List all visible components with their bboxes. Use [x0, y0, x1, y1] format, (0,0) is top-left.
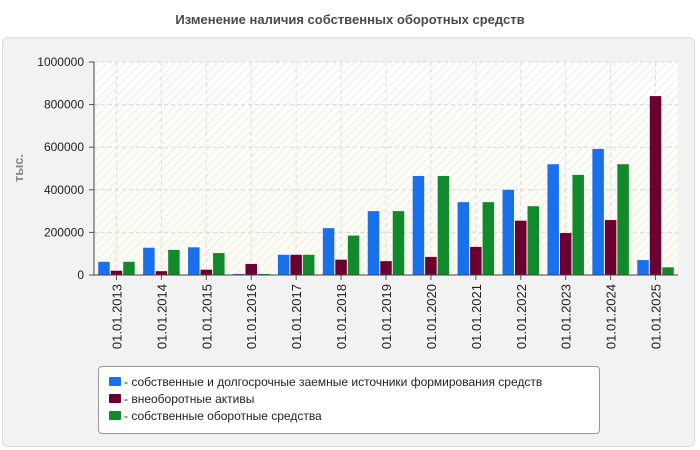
bar[interactable]	[392, 211, 405, 275]
x-tick-label: 01.01.2021	[469, 284, 484, 349]
bar[interactable]	[527, 206, 540, 275]
y-tick-label: 400000	[44, 183, 84, 197]
bar[interactable]	[155, 271, 168, 275]
bar[interactable]	[617, 164, 629, 275]
x-tick-label: 01.01.2015	[199, 284, 214, 349]
x-tick-label: 01.01.2025	[649, 284, 664, 349]
y-tick-label: 800000	[44, 98, 84, 112]
x-tick-label: 01.01.2014	[154, 284, 169, 349]
y-axis-label: тыс.	[11, 154, 26, 182]
bar[interactable]	[335, 259, 347, 275]
x-tick-label: 01.01.2016	[244, 284, 259, 349]
x-tick-labels: 01.01.2013 01.01.2014 01.01.2015 01.01.2016…	[109, 284, 663, 349]
legend-label: - собственные оборотные средства	[124, 408, 322, 423]
x-tick-label: 01.01.2023	[559, 284, 574, 349]
x-tick-label: 01.01.2017	[289, 284, 304, 349]
bar[interactable]	[347, 235, 360, 275]
bar[interactable]	[572, 174, 584, 275]
legend-swatch-icon	[109, 394, 121, 403]
x-tick-label: 01.01.2022	[514, 284, 529, 349]
x-tick-label: 01.01.2020	[424, 284, 439, 349]
bar[interactable]	[437, 175, 450, 275]
legend: - собственные и долгосрочные заемные ист…	[98, 366, 600, 434]
chart-title: Изменение наличия собственных оборотных …	[175, 12, 525, 27]
bar[interactable]	[290, 254, 302, 275]
x-tick-label: 01.01.2019	[379, 284, 394, 349]
y-tick-label: 600000	[44, 140, 84, 154]
bar[interactable]	[232, 273, 245, 275]
bar[interactable]	[592, 148, 604, 275]
x-tick-label: 01.01.2018	[334, 284, 349, 349]
bar[interactable]	[200, 269, 213, 275]
bar[interactable]	[277, 254, 290, 275]
bar[interactable]	[412, 175, 425, 275]
x-tick-label: 01.01.2013	[109, 284, 124, 349]
bar[interactable]	[168, 249, 180, 275]
bar[interactable]	[547, 164, 559, 275]
legend-label: - внеоборотные активы	[124, 391, 255, 406]
bar[interactable]	[245, 263, 257, 275]
legend-swatch-icon	[109, 411, 121, 420]
bar[interactable]	[98, 261, 110, 275]
bar[interactable]	[110, 270, 123, 275]
legend-swatch-icon	[109, 377, 121, 386]
bar[interactable]	[457, 202, 470, 275]
bar[interactable]	[380, 261, 392, 275]
bar[interactable]	[123, 261, 135, 275]
bar[interactable]	[604, 220, 617, 275]
y-tick-labels: 0 200000 400000 600000 800000 1000000	[37, 55, 84, 282]
bar[interactable]	[213, 253, 225, 275]
bar[interactable]	[482, 202, 495, 275]
bar[interactable]	[559, 233, 572, 275]
y-tick-label: 1000000	[37, 55, 84, 69]
legend-item[interactable]: - собственные и долгосрочные заемные ист…	[109, 373, 599, 390]
legend-label: - собственные и долгосрочные заемные ист…	[124, 374, 543, 389]
bar[interactable]	[302, 254, 315, 275]
bar[interactable]	[470, 246, 482, 275]
bar[interactable]	[367, 211, 380, 275]
bar[interactable]	[502, 189, 515, 275]
bar[interactable]	[662, 267, 674, 275]
bar[interactable]	[515, 220, 527, 275]
bar[interactable]	[637, 260, 649, 275]
x-tick-label: 01.01.2024	[604, 284, 619, 349]
legend-item[interactable]: - внеоборотные активы	[109, 390, 599, 407]
bar[interactable]	[425, 256, 437, 275]
y-tick-label: 0	[77, 268, 84, 282]
y-tick-label: 200000	[44, 225, 84, 239]
bar[interactable]	[322, 228, 335, 275]
bars	[98, 96, 674, 275]
legend-item[interactable]: - собственные оборотные средства	[109, 407, 599, 424]
bar[interactable]	[188, 247, 200, 275]
bar[interactable]	[143, 247, 155, 275]
axes	[89, 61, 678, 280]
bar[interactable]	[257, 273, 270, 275]
bar[interactable]	[649, 96, 662, 275]
